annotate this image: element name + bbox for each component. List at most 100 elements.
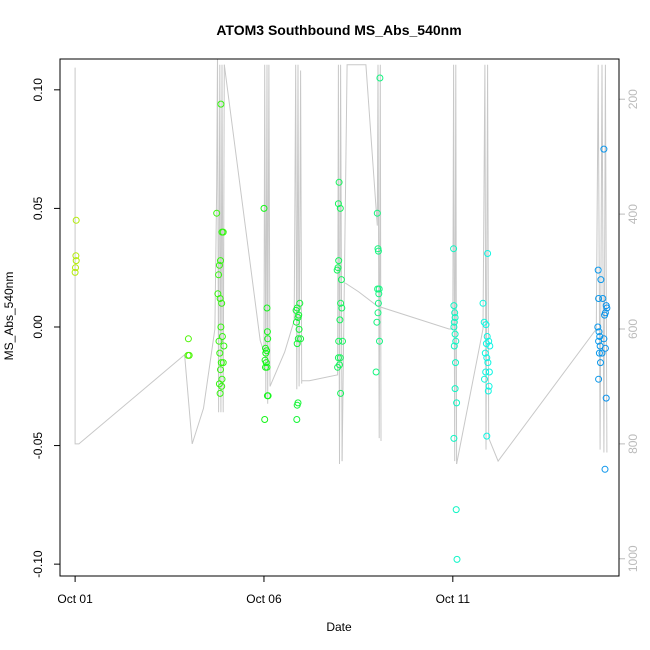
data-point: [594, 266, 602, 274]
data-point: [450, 318, 458, 326]
data-point: [485, 368, 493, 376]
y2-tick-label: 600: [626, 319, 640, 339]
data-point: [339, 337, 346, 345]
data-point: [217, 366, 224, 374]
data-point: [595, 337, 603, 345]
data-point: [215, 380, 223, 388]
data-point: [334, 363, 342, 371]
data-point: [484, 359, 492, 367]
data-point: [453, 399, 461, 407]
altitude-line: [269, 64, 303, 390]
data-point: [72, 257, 80, 265]
data-point: [594, 323, 602, 331]
data-point: [451, 330, 459, 338]
data-point: [213, 209, 221, 217]
data-point: [376, 74, 384, 82]
y-tick-label: 0.10: [31, 78, 45, 102]
altitude-line: [74, 59, 225, 445]
data-point: [481, 349, 489, 357]
data-point: [595, 295, 603, 302]
data-point: [450, 302, 458, 310]
data-point: [337, 276, 345, 284]
data-point: [602, 394, 610, 402]
data-point: [294, 335, 302, 343]
data-point: [452, 337, 460, 345]
data-point: [334, 200, 342, 208]
data-point: [484, 387, 492, 395]
data-point: [335, 257, 343, 265]
data-point: [595, 375, 603, 383]
data-point: [599, 295, 607, 302]
data-point: [485, 382, 493, 390]
data-point: [451, 385, 459, 393]
data-point: [482, 368, 490, 376]
data-point: [485, 337, 493, 345]
data-point: [451, 309, 459, 317]
y-tick-label: -0.10: [31, 550, 45, 578]
data-point: [219, 228, 227, 236]
data-point: [373, 209, 381, 217]
data-point: [336, 316, 344, 324]
data-point: [71, 268, 79, 276]
data-point: [481, 375, 488, 383]
data-point: [484, 250, 492, 257]
data-point: [263, 328, 271, 336]
data-point: [217, 323, 225, 331]
data-point: [374, 299, 382, 307]
data-point: [374, 247, 382, 255]
data-point: [263, 392, 271, 400]
data-point: [376, 337, 383, 345]
data-point: [601, 344, 609, 352]
data-point: [483, 333, 491, 340]
altitude-line: [344, 64, 458, 465]
data-point: [297, 335, 305, 343]
data-point: [337, 299, 345, 307]
data-point: [482, 321, 490, 329]
data-point: [479, 299, 487, 307]
data-point: [483, 354, 491, 362]
chart-title: ATOM3 Southbound MS_Abs_540nm: [216, 22, 461, 38]
altitude-line: [456, 64, 490, 465]
data-point: [216, 389, 224, 397]
data-point: [72, 216, 80, 224]
data-point: [483, 432, 491, 440]
data-point: [452, 506, 460, 514]
data-point: [374, 285, 382, 293]
data-point: [453, 555, 461, 563]
altitude-line: [488, 64, 608, 463]
data-point: [215, 271, 223, 279]
data-point: [220, 342, 228, 350]
data-point: [334, 354, 342, 362]
y2-tick-label: 400: [626, 204, 640, 224]
data-point: [450, 434, 458, 442]
data-point: [601, 311, 609, 319]
data-point: [293, 340, 301, 348]
data-point: [372, 368, 380, 376]
data-point: [597, 359, 604, 367]
y2-tick-label: 200: [626, 89, 640, 109]
x-tick-label: Oct 11: [436, 592, 471, 606]
data-point: [219, 359, 227, 367]
data-point: [373, 318, 381, 326]
data-point: [218, 382, 226, 390]
data-point: [292, 318, 300, 326]
data-point: [295, 325, 303, 333]
data-point: [450, 342, 458, 350]
data-point: [450, 323, 458, 331]
data-point: [374, 245, 382, 253]
data-points: [71, 74, 611, 563]
data-point: [293, 416, 301, 423]
data-point: [261, 416, 269, 423]
data-point: [486, 342, 494, 350]
y2-tick-label: 1000: [626, 545, 640, 572]
data-point: [72, 252, 80, 260]
data-point: [336, 204, 344, 212]
data-point: [335, 337, 343, 345]
data-point: [603, 304, 611, 312]
data-point: [72, 264, 79, 272]
data-point: [217, 359, 225, 367]
data-point: [601, 465, 609, 473]
y-axis-label: MS_Abs_540nm: [2, 272, 16, 361]
x-tick-label: Oct 06: [246, 592, 282, 606]
